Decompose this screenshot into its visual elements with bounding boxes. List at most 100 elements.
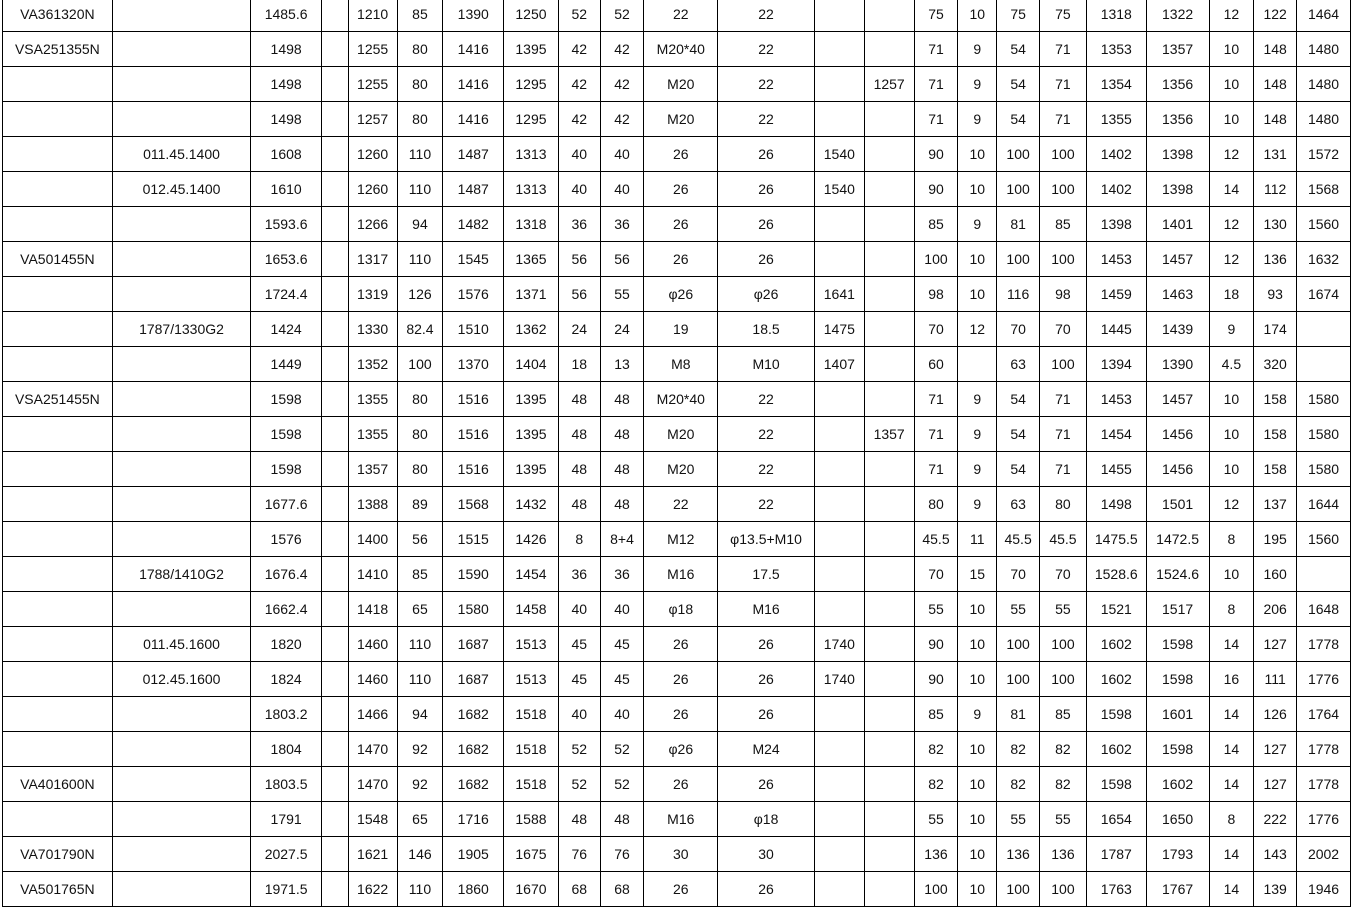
value-cell: 71 [1039, 66, 1087, 102]
value-cell: 1716 [442, 801, 505, 837]
value-cell: 10 [957, 626, 998, 662]
value-cell: 80 [396, 101, 444, 137]
value-cell: 40 [599, 696, 645, 732]
value-cell: 1480 [1296, 31, 1351, 67]
value-cell: 100 [1039, 626, 1087, 662]
value-cell: 1644 [1296, 486, 1351, 522]
value-cell: 10 [1208, 101, 1255, 137]
part-number-cell [111, 766, 252, 802]
value-cell: 1598 [1145, 626, 1210, 662]
value-cell: 98 [1039, 276, 1087, 312]
value-cell: 70 [913, 311, 959, 347]
value-cell: 1653.6 [250, 241, 322, 277]
value-cell: 14 [1208, 871, 1255, 907]
value-cell: 1432 [503, 486, 559, 522]
value-cell: 1395 [503, 451, 559, 487]
value-cell: 1456 [1145, 451, 1210, 487]
model-cell: VA501765N [2, 871, 113, 907]
value-cell: 1776 [1296, 661, 1351, 697]
value-cell: 8 [1208, 521, 1255, 557]
value-cell: 1687 [442, 661, 505, 697]
value-cell: 52 [557, 0, 601, 32]
value-cell [1296, 556, 1351, 592]
value-cell: 45.5 [1039, 521, 1087, 557]
value-cell: M8 [643, 346, 719, 382]
value-cell: 48 [557, 801, 601, 837]
value-cell: 1330 [347, 311, 398, 347]
value-cell: 45.5 [913, 521, 959, 557]
value-cell: 1682 [442, 696, 505, 732]
value-cell: 1266 [347, 206, 398, 242]
value-cell: 100 [1039, 171, 1087, 207]
value-cell: 1401 [1145, 206, 1210, 242]
value-cell: 54 [996, 66, 1041, 102]
value-cell: φ26 [643, 276, 719, 312]
value-cell: 1455 [1085, 451, 1147, 487]
value-cell: 48 [599, 486, 645, 522]
value-cell: 63 [996, 346, 1041, 382]
value-cell: 15 [957, 556, 998, 592]
part-number-cell [111, 241, 252, 277]
value-cell [813, 451, 865, 487]
value-cell: 93 [1253, 276, 1298, 312]
value-cell: 71 [1039, 416, 1087, 452]
value-cell: 126 [396, 276, 444, 312]
value-cell: 1598 [250, 381, 322, 417]
value-cell: 1398 [1145, 171, 1210, 207]
value-cell: 9 [957, 696, 998, 732]
value-cell: 40 [557, 136, 601, 172]
value-cell: 82 [1039, 766, 1087, 802]
value-cell: 85 [396, 0, 444, 32]
model-cell [2, 731, 113, 767]
value-cell: 54 [996, 451, 1041, 487]
value-cell: 10 [957, 836, 998, 872]
value-cell: 26 [643, 661, 719, 697]
value-cell: 2027.5 [250, 836, 322, 872]
model-cell [2, 416, 113, 452]
value-cell [320, 416, 349, 452]
value-cell [863, 0, 915, 32]
value-cell: 56 [396, 521, 444, 557]
value-cell: 100 [913, 241, 959, 277]
value-cell: 10 [957, 241, 998, 277]
value-cell: 36 [599, 206, 645, 242]
value-cell: φ26 [717, 276, 815, 312]
value-cell [863, 626, 915, 662]
value-cell: 13 [599, 346, 645, 382]
value-cell: 48 [557, 486, 601, 522]
table-row: VSA251455N 1598 1355 80 1516 1395 48 48 M20*40 22… [2, 381, 1351, 417]
part-number-cell [111, 346, 252, 382]
value-cell: 56 [557, 241, 601, 277]
value-cell: M16 [643, 556, 719, 592]
value-cell: 1416 [442, 31, 505, 67]
value-cell: 14 [1208, 696, 1255, 732]
value-cell: 10 [957, 276, 998, 312]
value-cell: 100 [1039, 346, 1087, 382]
value-cell: 36 [557, 556, 601, 592]
value-cell: 63 [996, 486, 1041, 522]
value-cell: 1521 [1085, 591, 1147, 627]
value-cell: 26 [643, 696, 719, 732]
value-cell: 12 [1208, 486, 1255, 522]
value-cell: 110 [396, 871, 444, 907]
value-cell: 76 [599, 836, 645, 872]
value-cell: 1767 [1145, 871, 1210, 907]
value-cell: 148 [1253, 101, 1298, 137]
table-row: 1677.6 1388 89 1568 1432 48 48 22 22 80 9 63 80 1498 1… [2, 486, 1351, 522]
value-cell: 1674 [1296, 276, 1351, 312]
value-cell: 48 [599, 416, 645, 452]
value-cell: 85 [913, 206, 959, 242]
value-cell: 82 [996, 766, 1041, 802]
value-cell: 26 [717, 661, 815, 697]
value-cell: 1545 [442, 241, 505, 277]
value-cell: 1470 [347, 766, 398, 802]
value-cell [863, 521, 915, 557]
value-cell: 85 [913, 696, 959, 732]
table-row: 1498 1257 80 1416 1295 42 42 M20 22 71 9 54 71 1355 13… [2, 101, 1351, 137]
value-cell: 1404 [503, 346, 559, 382]
value-cell: 9 [957, 31, 998, 67]
value-cell: 1654 [1085, 801, 1147, 837]
value-cell: 92 [396, 766, 444, 802]
value-cell: M20*40 [643, 31, 719, 67]
